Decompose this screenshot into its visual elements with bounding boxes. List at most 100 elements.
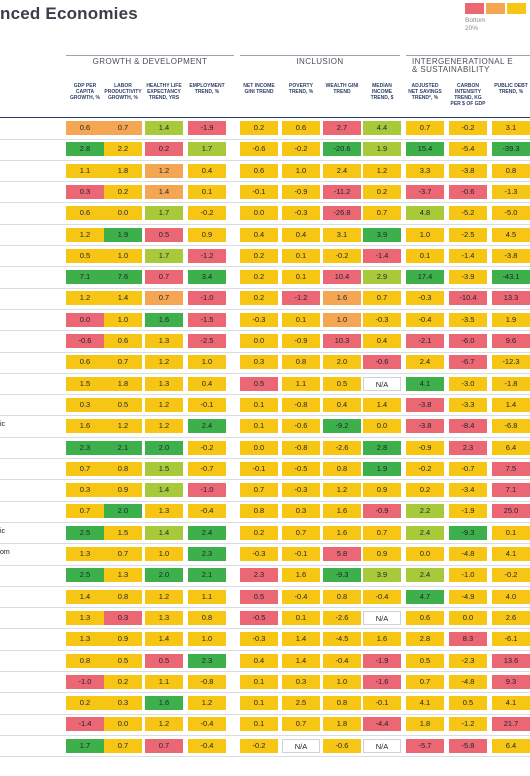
- row-divider: [0, 564, 530, 566]
- heatmap-cell: -0.2: [492, 568, 530, 583]
- heatmap-cell: -1.9: [188, 121, 226, 135]
- heatmap-cell: 1.6: [323, 504, 361, 519]
- heatmap-cell: 2.2: [406, 504, 444, 519]
- heatmap-cell: -0.5: [240, 610, 278, 625]
- row-divider: [0, 649, 530, 651]
- heatmap-cell: 1.8: [104, 163, 142, 178]
- heatmap-cell: 0.1: [282, 248, 320, 263]
- heatmap-cell: 0.6: [406, 610, 444, 625]
- heatmap-cell: 2.0: [323, 355, 361, 370]
- heatmap-cell: -0.7: [188, 461, 226, 476]
- heatmap-cell: -0.3: [240, 632, 278, 647]
- heatmap-cell: 0.2: [240, 270, 278, 285]
- heatmap-cell: -5.7: [406, 738, 444, 753]
- heatmap-cell: -0.7: [449, 461, 487, 476]
- heatmap-cell: 0.5: [240, 589, 278, 604]
- heatmap-cell: 1.7: [188, 142, 226, 157]
- heatmap-cell: -0.4: [188, 717, 226, 732]
- column-header-10: CARBON INTENSITY TREND, KG PER $ OF GDP: [450, 83, 486, 108]
- heatmap-cell: 2.0: [145, 440, 183, 455]
- heatmap-cell: -4.4: [363, 717, 401, 732]
- heatmap-cell: 1.3: [145, 504, 183, 519]
- heatmap-cell: 0.1: [240, 717, 278, 732]
- heatmap-cell: 1.2: [104, 419, 142, 434]
- heatmap-cell: -1.6: [363, 674, 401, 689]
- heatmap-cell: 0.7: [282, 717, 320, 732]
- heatmap-cell: 2.3: [188, 547, 226, 561]
- heatmap-cell: -6.7: [449, 355, 487, 370]
- heatmap-cell: -0.6: [323, 738, 361, 753]
- heatmap-cell: -6.0: [449, 334, 487, 348]
- heatmap-cell: 1.0: [188, 355, 226, 370]
- heatmap-cell: 0.5: [406, 653, 444, 668]
- heatmap-cell: 0.7: [406, 121, 444, 135]
- row-divider: [0, 330, 530, 332]
- heatmap-cell: 2.8: [363, 440, 401, 455]
- heatmap-cell: -0.4: [188, 504, 226, 519]
- heatmap-cell: 1.3: [145, 334, 183, 348]
- legend-swatch-bottom: [465, 3, 484, 14]
- row-divider: [0, 245, 530, 246]
- heatmap-cell: -0.1: [363, 696, 401, 711]
- column-header-11: PUBLIC DEBT TREND, %: [494, 83, 528, 96]
- heatmap-cell: 4.1: [492, 547, 530, 561]
- heatmap-cell: 1.4: [282, 653, 320, 668]
- heatmap-cell: 1.1: [282, 376, 320, 391]
- row-divider: [0, 415, 530, 417]
- heatmap-cell: 2.4: [188, 419, 226, 434]
- group-header-growth: GROWTH & DEVELOPMENT: [66, 55, 234, 72]
- heatmap-cell: 2.0: [104, 504, 142, 519]
- heatmap-cell: 0.9: [104, 632, 142, 647]
- legend-swatch-2: [486, 3, 505, 14]
- heatmap-cell: 0.0: [406, 547, 444, 561]
- heatmap-cell: -0.4: [406, 312, 444, 327]
- heatmap-cell: -1.4: [66, 717, 104, 732]
- heatmap-cell: -3.8: [406, 397, 444, 412]
- heatmap-cell: 0.2: [240, 121, 278, 135]
- heatmap-cell: 0.8: [104, 461, 142, 476]
- heatmap-cell: -0.9: [282, 334, 320, 348]
- row-divider: [0, 351, 530, 353]
- heatmap-cell: 7.1: [492, 483, 530, 498]
- heatmap-cell: 1.9: [104, 227, 142, 242]
- heatmap-cell: 0.9: [363, 483, 401, 498]
- heatmap-cell: 3.9: [363, 568, 401, 583]
- row-divider: [0, 458, 530, 459]
- heatmap-cell: 0.5: [449, 696, 487, 711]
- heatmap-cell: 1.8: [104, 376, 142, 391]
- heatmap-cell: 10.4: [323, 270, 361, 285]
- heatmap-cell: 0.7: [145, 270, 183, 285]
- column-header-3: HEALTHY LIFE EXPECTANCY TREND, YRS: [146, 83, 182, 102]
- heatmap-cell: 1.4: [104, 291, 142, 306]
- heatmap-cell: 1.5: [104, 525, 142, 540]
- heatmap-cell: 4.4: [363, 121, 401, 135]
- heatmap-cell: 1.4: [145, 525, 183, 540]
- heatmap-cell: 6.4: [492, 738, 530, 753]
- heatmap-cell: -9.3: [449, 525, 487, 540]
- heatmap-cell: -1.3: [492, 184, 530, 199]
- heatmap-cell: 0.8: [66, 653, 104, 668]
- heatmap-cell: 1.2: [145, 163, 183, 178]
- heatmap-cell: 0.8: [104, 589, 142, 604]
- heatmap-cell: 7.6: [104, 270, 142, 285]
- heatmap-cell: -0.6: [240, 142, 278, 157]
- heatmap-cell: 1.7: [145, 248, 183, 263]
- heatmap-cell: -0.1: [240, 184, 278, 199]
- heatmap-cell: -0.2: [188, 206, 226, 221]
- heatmap-cell: -1.5: [188, 312, 226, 327]
- heatmap-cell: 9.3: [492, 674, 530, 689]
- heatmap-cell: 0.5: [145, 227, 183, 242]
- heatmap-cell: 1.4: [145, 184, 183, 199]
- heatmap-cell: -0.6: [449, 184, 487, 199]
- heatmap-cell: 2.3: [240, 568, 278, 583]
- heatmap-cell: 0.1: [188, 184, 226, 199]
- heatmap-cell: -0.9: [363, 504, 401, 519]
- heatmap-cell: N/A: [363, 376, 401, 391]
- header-divider: [0, 117, 530, 118]
- heatmap-cell: -0.8: [282, 440, 320, 455]
- row-label: om: [0, 549, 10, 556]
- heatmap-cell: 0.7: [363, 525, 401, 540]
- heatmap-cell: 2.4: [406, 525, 444, 540]
- heatmap-cell: -0.3: [406, 291, 444, 306]
- heatmap-cell: 0.7: [363, 206, 401, 221]
